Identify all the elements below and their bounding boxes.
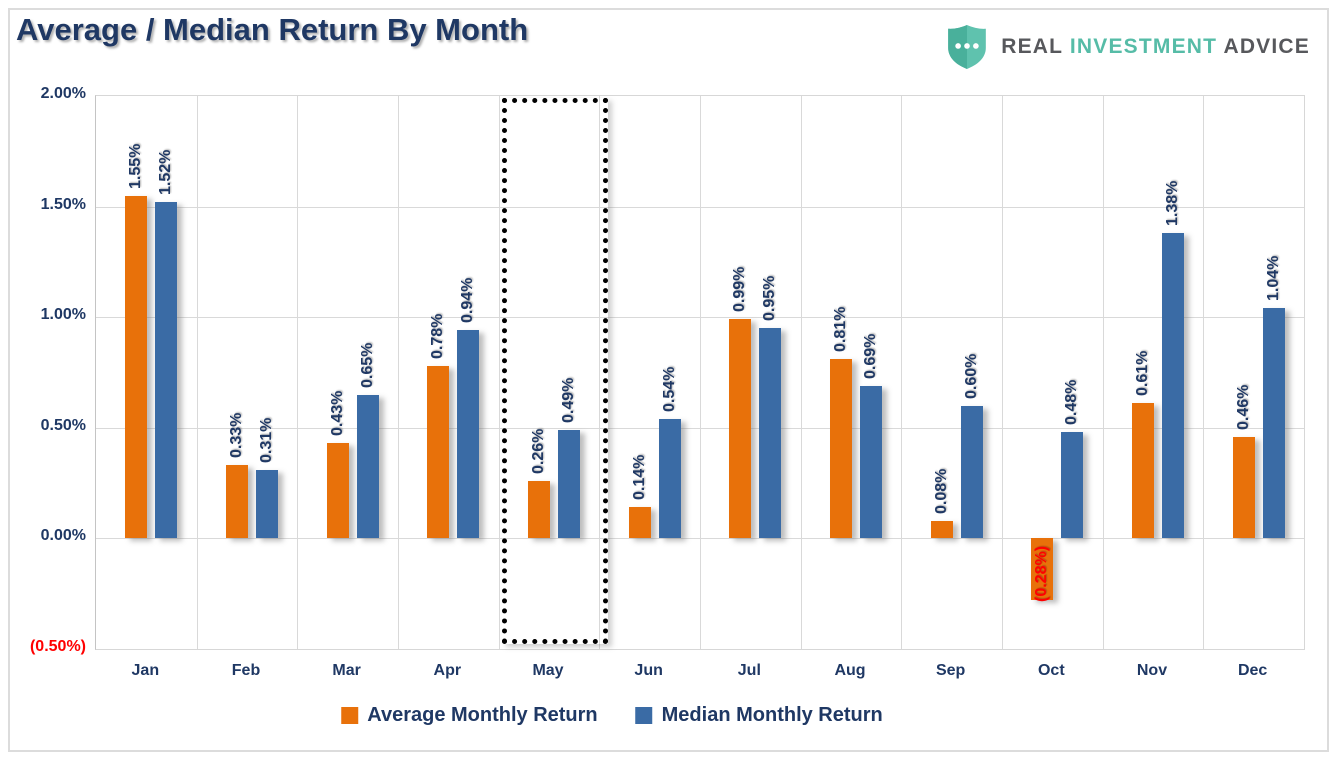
month-label-aug: Aug [834, 662, 866, 679]
bar-median-jun [658, 418, 681, 539]
bar-median-nov [1162, 233, 1184, 539]
bar-value-text: 0.94% [459, 278, 477, 324]
bar-value-text: 0.31% [258, 417, 275, 463]
bar-median-oct [1061, 432, 1084, 539]
bar-median-apr [457, 330, 480, 539]
shield-dots-icon [948, 25, 987, 69]
chart-title: Average / Median Return By Month [16, 12, 529, 47]
legend-item: Average Monthly Return [341, 704, 598, 727]
bar-value-text: 1.52% [157, 149, 175, 196]
bar-average-jan [125, 195, 148, 539]
bar-value-text: 0.48% [1063, 379, 1081, 426]
month-label-sep: Sep [935, 662, 966, 679]
bar-median-dec [1262, 308, 1285, 539]
month-label-jul: Jul [737, 662, 761, 679]
bar-average-apr [427, 365, 450, 539]
month-label-mar: Mar [332, 662, 361, 679]
bar-value-text: 0.69% [862, 333, 879, 379]
month-label-feb: Feb [231, 662, 261, 679]
bar-value-text: 0.08% [932, 468, 950, 514]
bar-median-jul [759, 328, 782, 539]
legend-label: Average Monthly Return [367, 704, 598, 726]
bar-value-text: 1.55% [127, 143, 145, 189]
bar-average-oct [1031, 538, 1054, 601]
gridline-vertical [800, 96, 802, 649]
y-tick-label: 0.50% [40, 416, 86, 434]
bar-value-text: 0.61% [1134, 351, 1151, 397]
bar-average-mar [326, 443, 349, 539]
legend-swatch [341, 707, 359, 724]
bar-average-jun [628, 507, 651, 539]
bar-median-jan [155, 202, 178, 539]
gridline-vertical [1102, 96, 1104, 649]
bar-value-text: 0.54% [660, 366, 678, 412]
y-tick-label: 1.00% [40, 306, 86, 324]
bar-average-feb [226, 465, 248, 539]
month-label-jan: Jan [131, 662, 160, 679]
legend-swatch [635, 707, 653, 724]
gridline-vertical [498, 96, 500, 649]
bar-value-text: 0.65% [358, 342, 376, 388]
bar-average-nov [1132, 403, 1154, 539]
bar-average-jul [729, 319, 752, 539]
bar-value-text: 0.99% [731, 267, 749, 313]
brand-logo: REAL INVESTMENT ADVICE [946, 24, 1310, 70]
legend-label: Median Monthly Return [661, 704, 883, 726]
month-label-oct: Oct [1037, 662, 1065, 679]
gridline-vertical [700, 96, 701, 649]
bar-value-text: 0.33% [228, 413, 245, 459]
highlight-box-may [501, 98, 609, 644]
legend: Average Monthly Return Median Monthly Ret… [341, 704, 883, 727]
bar-average-may [528, 480, 550, 539]
bar-value-text: 0.43% [328, 390, 346, 437]
bar-average-dec [1232, 436, 1255, 539]
gridline-vertical [599, 96, 601, 649]
logo-word-real: REAL [1001, 35, 1063, 58]
bar-average-sep [930, 520, 953, 539]
bar-value-text: 0.95% [761, 275, 779, 322]
month-label-jun: Jun [634, 662, 663, 679]
bar-value-text: 0.14% [630, 455, 648, 501]
gridline-vertical [901, 96, 903, 649]
logo-word-investment: INVESTMENT [1069, 35, 1218, 58]
bar-value-text: 0.78% [429, 313, 447, 359]
plot-area: 1.55% 0.33% 0.43% 0.78% 0.26% 0.14% 0.99% 0.81%… [95, 95, 1305, 650]
bar-median-may [558, 430, 580, 539]
gridline-vertical [1203, 96, 1205, 649]
logo-word-advice: ADVICE [1223, 35, 1310, 58]
y-tick-label: 2.00% [40, 85, 86, 102]
y-tick-label: (0.50%) [29, 638, 86, 655]
bar-value-text: 1.04% [1264, 255, 1282, 302]
gridline-vertical [297, 96, 299, 649]
bar-value-text: 1.38% [1164, 180, 1181, 227]
bar-median-mar [356, 394, 379, 539]
month-label-dec: Dec [1237, 662, 1268, 679]
bar-median-aug [860, 385, 882, 539]
month-label-may: May [532, 662, 564, 679]
month-label-apr: Apr [433, 662, 462, 679]
y-tick-label: 1.50% [40, 195, 86, 213]
bar-average-aug [830, 359, 852, 539]
gridline-vertical [398, 96, 399, 649]
legend-item: Median Monthly Return [635, 704, 883, 727]
bar-value-text: (0.28%) [1033, 546, 1051, 603]
bar-value-text: 0.60% [962, 353, 980, 399]
bar-value-text: 0.81% [832, 306, 849, 353]
bar-median-sep [960, 405, 983, 539]
gridline-vertical [196, 96, 198, 649]
y-tick-label: 0.00% [40, 527, 86, 545]
gridline-vertical [1002, 96, 1003, 649]
brand-logo-text: REAL INVESTMENT ADVICE [1001, 35, 1310, 59]
bar-median-feb [256, 469, 278, 539]
bar-value-text: 0.46% [1234, 384, 1252, 430]
month-label-nov: Nov [1136, 662, 1168, 679]
